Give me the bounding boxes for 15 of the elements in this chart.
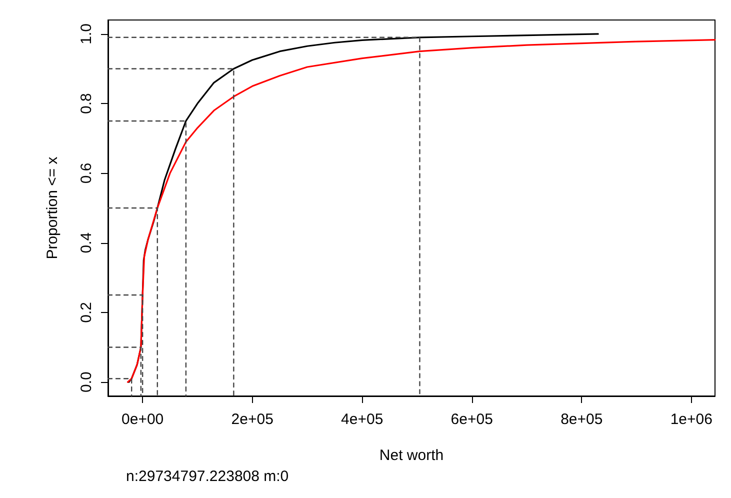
x-tick-label: 6e+05 [450,411,493,428]
y-tick-label: 0.4 [78,232,95,254]
y-tick-label: 0.6 [78,162,95,184]
y-tick-label: 0.8 [78,93,95,114]
x-tick-label: 8e+05 [560,411,603,428]
y-tick-label: 0.0 [78,372,95,393]
y-tick-label: 0.2 [78,302,95,323]
x-axis-title: Net worth [379,447,444,464]
y-axis-title: Proportion <= x [44,156,61,260]
x-tick-label: 2e+05 [231,411,274,428]
x-tick-label: 0e+00 [122,411,164,428]
x-tick-label: 1e+06 [670,411,712,428]
y-tick-label: 1.0 [78,23,95,44]
text: n:29734797.223808 m:0 [126,468,289,485]
x-tick-label: 4e+05 [341,411,384,428]
